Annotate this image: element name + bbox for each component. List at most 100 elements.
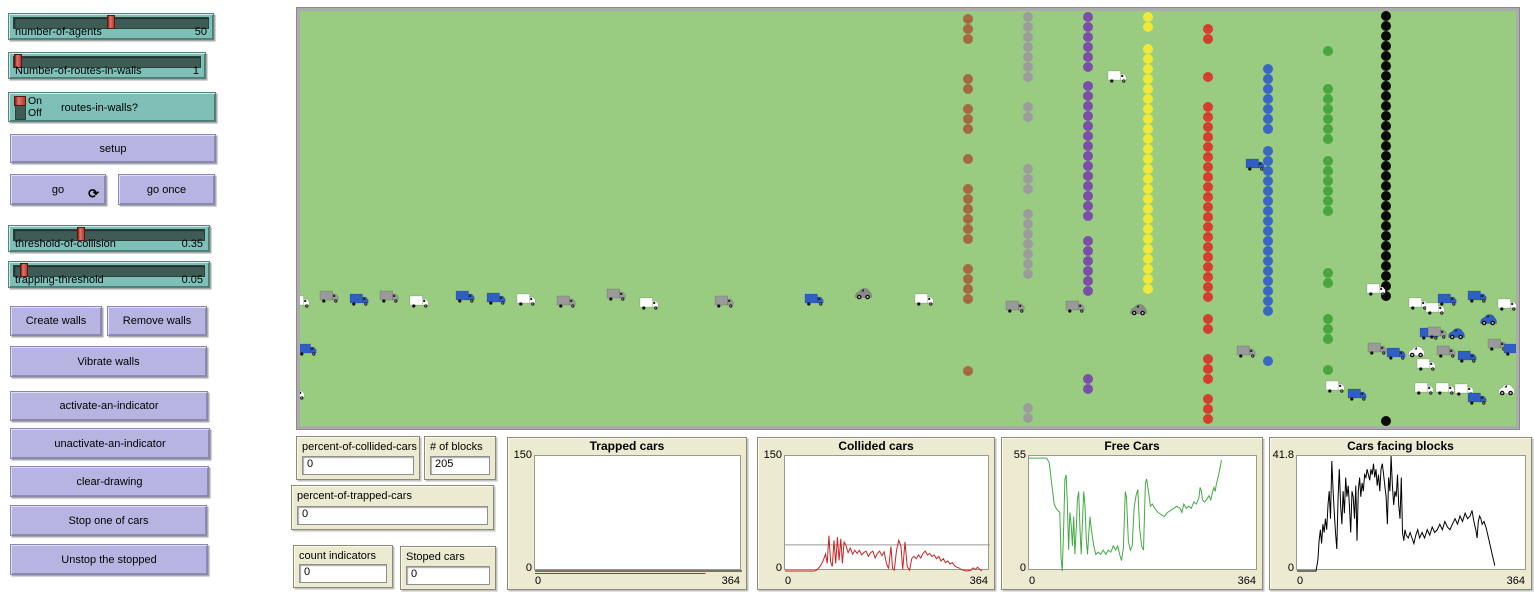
wall-dot bbox=[1143, 214, 1153, 224]
create-walls-button[interactable]: Create walls bbox=[10, 306, 102, 336]
wall-dot bbox=[1143, 104, 1153, 114]
wall-dot bbox=[1323, 268, 1333, 278]
switch-knob[interactable] bbox=[14, 96, 26, 106]
wall-dot bbox=[1263, 104, 1273, 114]
wall-dot bbox=[1263, 94, 1273, 104]
slider-threshold-of-collision[interactable]: threshold-of-collision 0.35 bbox=[8, 225, 210, 252]
wall-dot bbox=[1381, 101, 1391, 111]
remove-walls-button[interactable]: Remove walls bbox=[107, 306, 207, 336]
wall-dot bbox=[1023, 413, 1033, 423]
wall-dot bbox=[1263, 114, 1273, 124]
wall-dot bbox=[963, 264, 973, 274]
go-button-label: go bbox=[51, 183, 65, 196]
wall-dot bbox=[1083, 161, 1093, 171]
switch-routes-in-walls[interactable]: On Off routes-in-walls? bbox=[8, 92, 216, 122]
wall-dot bbox=[1263, 306, 1273, 316]
wall-dot bbox=[1263, 166, 1273, 176]
slider-handle[interactable] bbox=[76, 227, 85, 241]
go-button[interactable]: go ⟳ bbox=[10, 174, 106, 205]
wall-dot bbox=[1263, 356, 1273, 366]
wall-dot bbox=[1381, 251, 1391, 261]
wall-dot bbox=[1083, 52, 1093, 62]
wall-dot bbox=[1083, 101, 1093, 111]
wall-dot bbox=[1143, 22, 1153, 32]
plot-title: Collided cars bbox=[838, 439, 914, 453]
wall-dot bbox=[1263, 276, 1273, 286]
wall-dot bbox=[963, 214, 973, 224]
wall-dot bbox=[1263, 206, 1273, 216]
wall-dot bbox=[1263, 156, 1273, 166]
wall-dot bbox=[1143, 204, 1153, 214]
car-truck bbox=[455, 290, 475, 303]
wall-dot bbox=[1263, 266, 1273, 276]
wall-dot bbox=[1323, 176, 1333, 186]
plot-xmax-label: 364 bbox=[1506, 575, 1525, 587]
wall-dot bbox=[1323, 84, 1333, 94]
setup-button[interactable]: setup bbox=[10, 134, 216, 163]
wall-dot bbox=[1143, 44, 1153, 54]
slider-handle[interactable] bbox=[19, 263, 28, 277]
vibrate-walls-button[interactable]: Vibrate walls bbox=[10, 346, 207, 377]
car-sedan bbox=[1408, 346, 1425, 358]
clear-drawing-button[interactable]: clear-drawing bbox=[10, 466, 209, 497]
monitor-num-of-blocks: # of blocks 205 bbox=[424, 436, 496, 480]
wall-dot bbox=[1381, 221, 1391, 231]
car-truck bbox=[1245, 158, 1265, 171]
wall-dot bbox=[1203, 152, 1213, 162]
unstop-label: Unstop the stopped bbox=[61, 553, 157, 566]
world-view[interactable] bbox=[296, 7, 1520, 430]
wall-dot bbox=[1203, 414, 1213, 424]
go-once-button[interactable]: go once bbox=[118, 174, 215, 205]
wall-dot bbox=[1023, 12, 1033, 22]
plot-ymax-label: 41.8 bbox=[1272, 449, 1294, 461]
slider-trapping-threshold[interactable]: trapping-threshold 0.05 bbox=[8, 261, 210, 288]
slider-track[interactable] bbox=[13, 15, 209, 29]
slider-track[interactable] bbox=[13, 54, 201, 68]
wall-dot bbox=[1381, 211, 1391, 221]
slider-number-of-routes-in-walls[interactable]: Number-of-routes-in-walls 1 bbox=[8, 52, 206, 79]
wall-dot bbox=[1083, 276, 1093, 286]
wall-dot bbox=[1203, 262, 1213, 272]
wall-dot bbox=[1143, 84, 1153, 94]
wall-dot bbox=[1381, 131, 1391, 141]
slider-track[interactable] bbox=[13, 263, 205, 277]
slider-handle[interactable] bbox=[13, 54, 22, 68]
wall-dot bbox=[1203, 394, 1213, 404]
wall-dot bbox=[1203, 202, 1213, 212]
slider-value: 50 bbox=[194, 26, 207, 38]
switch-groove[interactable] bbox=[14, 96, 26, 120]
wall-dot bbox=[963, 34, 973, 44]
wall-dot bbox=[1323, 134, 1333, 144]
wall-dot bbox=[1023, 32, 1033, 42]
switch-name: routes-in-walls? bbox=[61, 102, 139, 114]
stop-one-of-cars-button[interactable]: Stop one of cars bbox=[10, 505, 207, 536]
wall-dot bbox=[1263, 146, 1273, 156]
plot-ymax-label: 150 bbox=[513, 449, 532, 461]
unstop-the-stopped-button[interactable]: Unstop the stopped bbox=[10, 544, 208, 575]
wall-dot bbox=[1023, 209, 1033, 219]
wall-dot bbox=[1381, 181, 1391, 191]
wall-dot bbox=[1203, 142, 1213, 152]
wall-dot bbox=[1263, 74, 1273, 84]
car-truck bbox=[1497, 298, 1516, 311]
wall-dot bbox=[1323, 94, 1333, 104]
wall-dot bbox=[1203, 272, 1213, 282]
wall-dot bbox=[1203, 192, 1213, 202]
wall-dot bbox=[1143, 54, 1153, 64]
activate-an-indicator-button[interactable]: activate-an-indicator bbox=[10, 391, 208, 421]
monitor-value: 0 bbox=[406, 566, 490, 585]
slider-track[interactable] bbox=[13, 227, 205, 241]
wall-dot bbox=[1381, 201, 1391, 211]
plot-ymin-label: 0 bbox=[525, 562, 532, 574]
slider-number-of-agents[interactable]: number-of-agents 50 bbox=[8, 13, 214, 40]
wall-dot bbox=[1203, 182, 1213, 192]
wall-dot bbox=[1083, 81, 1093, 91]
slider-handle[interactable] bbox=[107, 15, 115, 29]
unactivate-an-indicator-button[interactable]: unactivate-an-indicator bbox=[10, 428, 210, 459]
wall-dot bbox=[1203, 364, 1213, 374]
wall-dot bbox=[1083, 191, 1093, 201]
monitor-label: count indicators bbox=[299, 550, 377, 562]
wall-dot bbox=[1323, 114, 1333, 124]
wall-dot bbox=[1143, 144, 1153, 154]
wall-dot bbox=[1203, 132, 1213, 142]
